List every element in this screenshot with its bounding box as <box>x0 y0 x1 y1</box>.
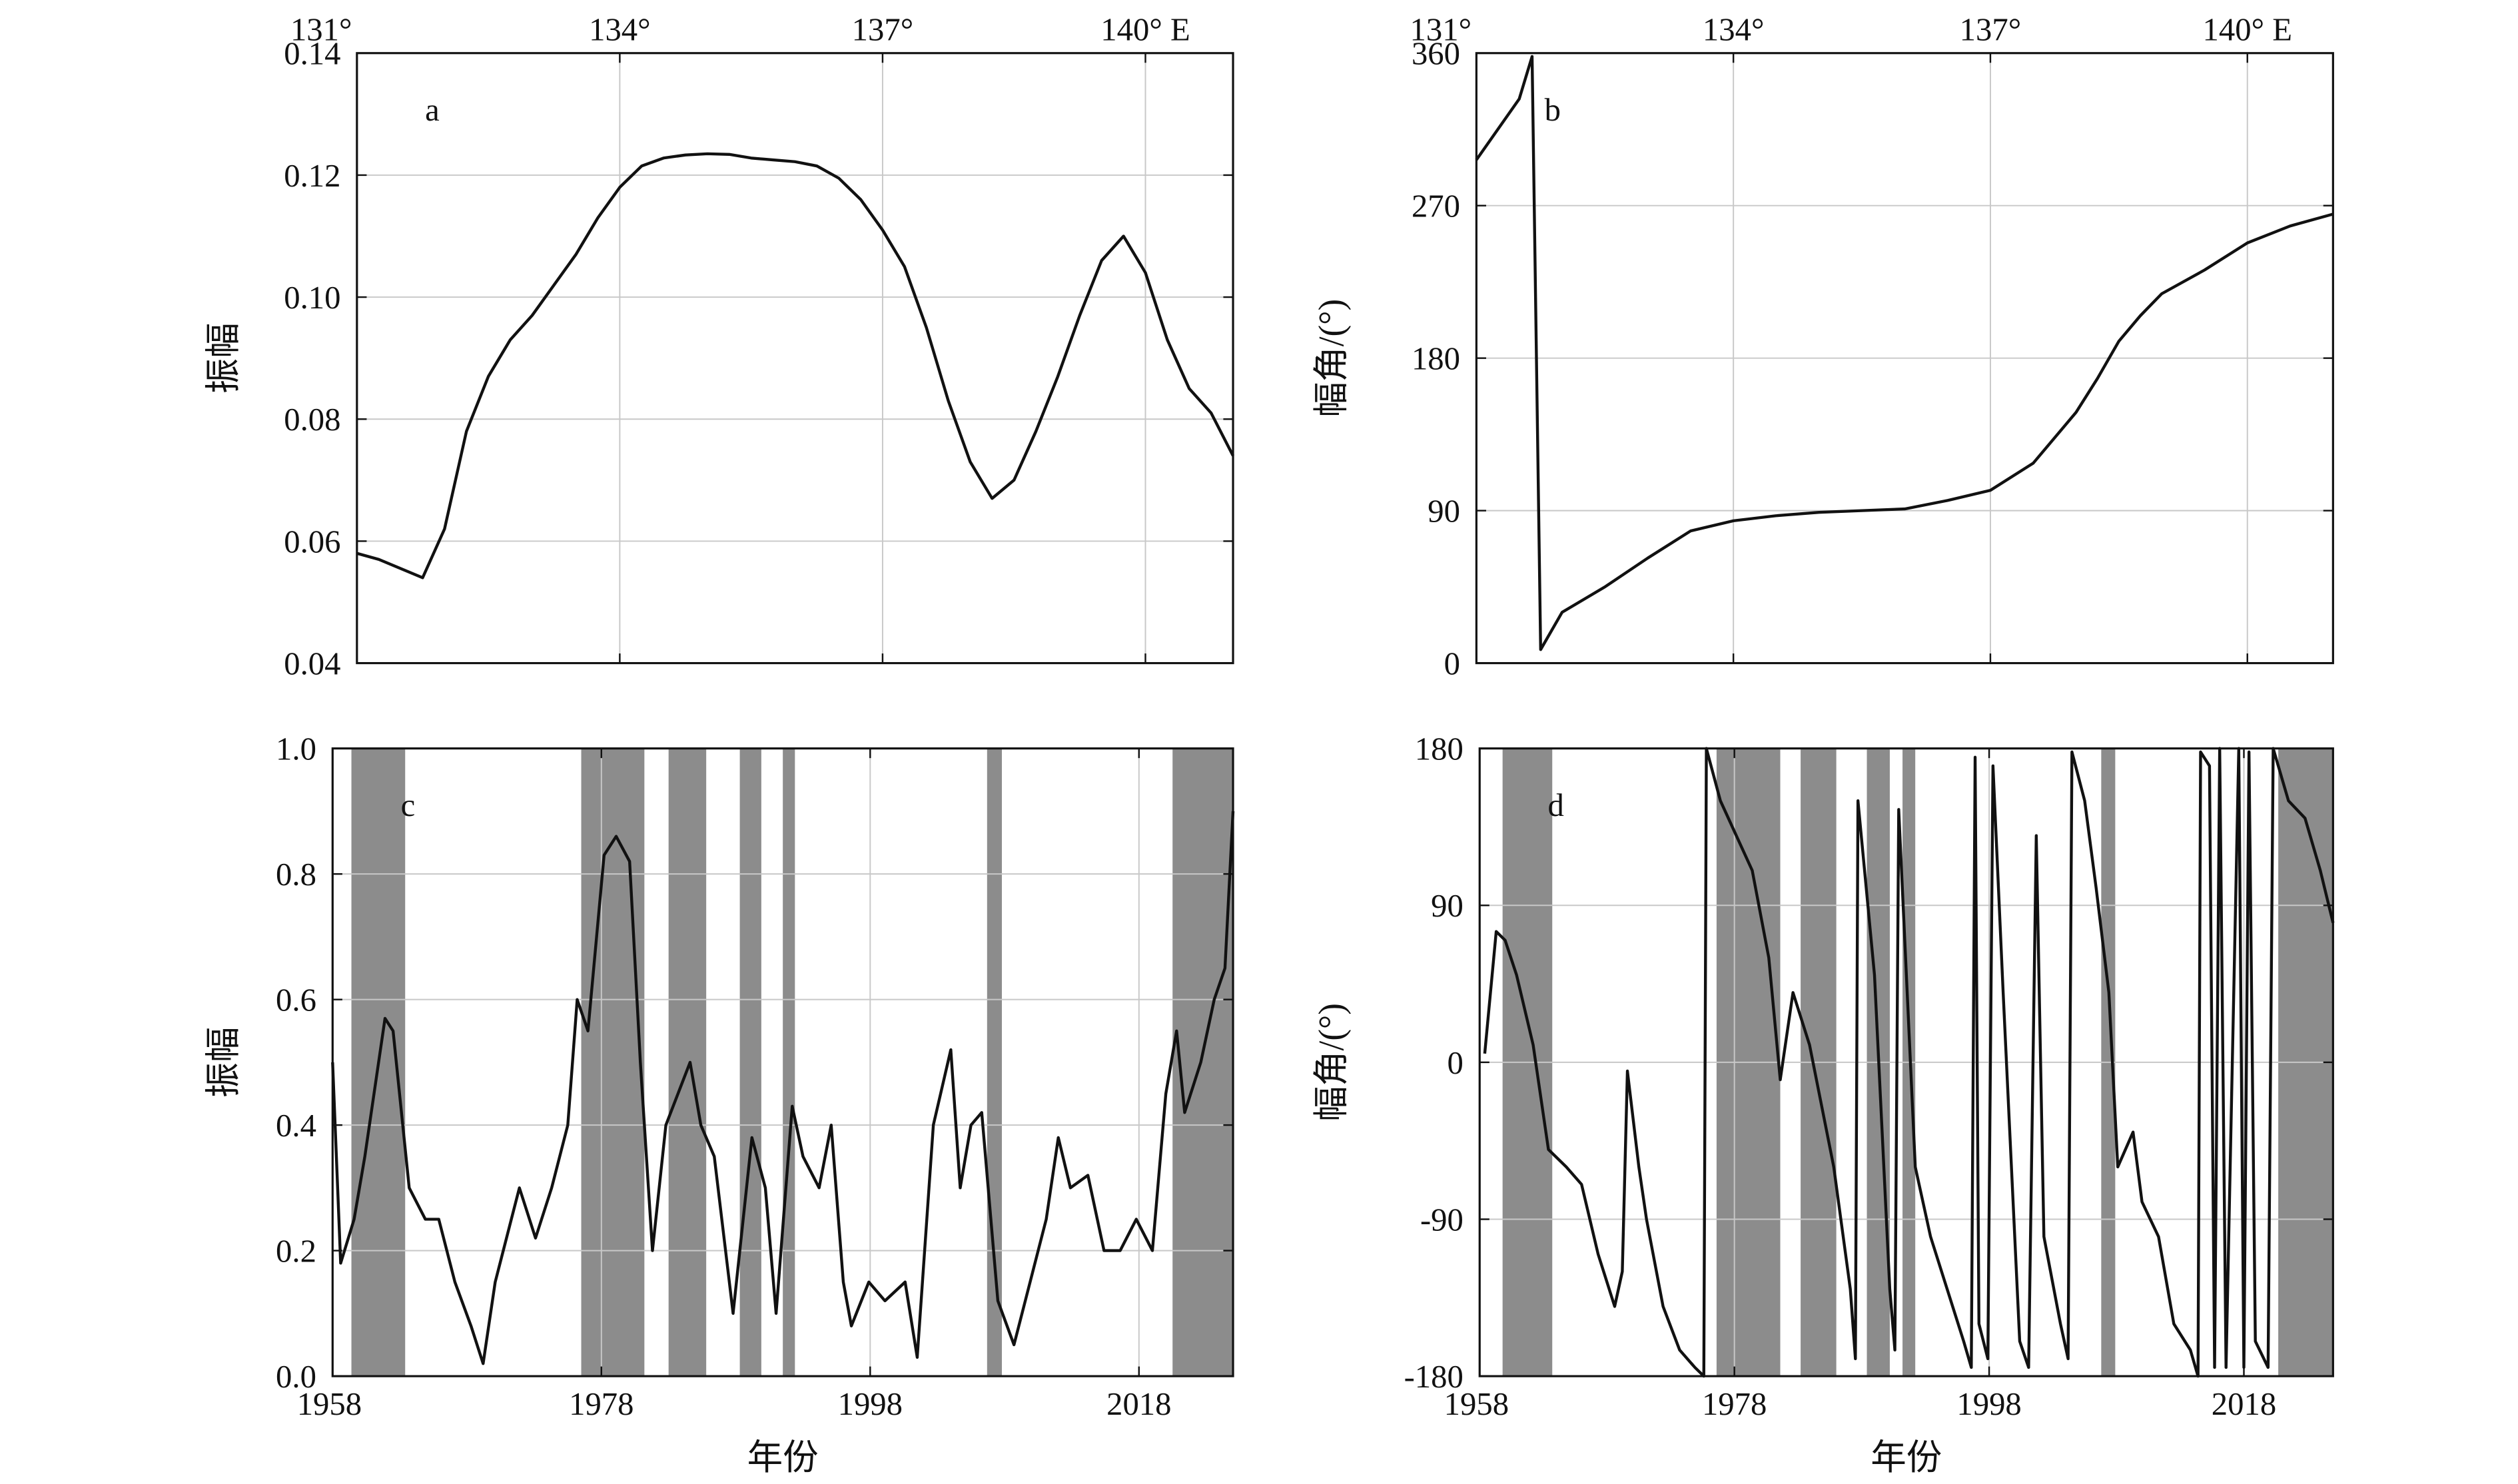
shaded-band <box>987 748 1003 1377</box>
y-tick-label: 0.4 <box>276 1108 316 1144</box>
x-tick-label: 1958 <box>297 1387 362 1422</box>
y-tick-label: 90 <box>1431 889 1464 924</box>
data-line <box>1483 747 2335 1378</box>
y-tick-label: 270 <box>1412 189 1460 224</box>
x-tick-label: 1978 <box>569 1387 633 1422</box>
y-tick-label: -180 <box>1404 1359 1464 1395</box>
y-axis-label: 振幅 <box>203 1027 243 1098</box>
x-tick-label: 131° <box>1410 13 1472 48</box>
y-tick-label: 0.8 <box>276 857 316 893</box>
plot-frame <box>1475 52 2334 665</box>
plot-frame <box>356 52 1234 665</box>
x-tick-label: 137° <box>1960 13 2022 48</box>
plot-frame <box>331 747 1234 1377</box>
y-tick-label: -90 <box>1420 1203 1464 1238</box>
y-tick-label: 360 <box>1412 37 1460 72</box>
y-tick-label: 180 <box>1412 342 1460 377</box>
shaded-band <box>581 748 645 1377</box>
y-axis-label: 幅角/(°) <box>1311 1003 1351 1122</box>
y-tick-label: 180 <box>1415 732 1464 767</box>
shaded-band <box>783 748 795 1377</box>
y-tick-label: 0.6 <box>276 983 316 1018</box>
x-tick-label: 1958 <box>1444 1387 1509 1422</box>
y-tick-label: 90 <box>1428 494 1460 530</box>
x-tick-label: 1998 <box>1956 1387 2021 1422</box>
shaded-band <box>1172 748 1234 1377</box>
shaded-band <box>739 748 761 1377</box>
data-line <box>1475 55 2333 651</box>
y-tick-label: 1.0 <box>276 732 316 767</box>
y-tick-label: 0.04 <box>284 647 340 682</box>
panel-label: d <box>1548 788 1564 823</box>
data-line <box>331 811 1235 1365</box>
x-tick-label: 2018 <box>1106 1387 1171 1422</box>
y-axis-label: 幅角/(°) <box>1311 299 1351 418</box>
x-tick-label: 1978 <box>1702 1387 1767 1422</box>
shaded-band <box>668 748 707 1377</box>
panel-label: c <box>401 788 416 823</box>
x-tick-label: 134° <box>1703 13 1765 48</box>
x-tick-label: 140° E <box>2203 13 2292 48</box>
y-tick-label: 0.06 <box>284 525 340 560</box>
x-tick-label: 131° <box>290 13 352 48</box>
x-tick-label: 2018 <box>2212 1387 2276 1422</box>
x-axis-label: 年份 <box>747 1437 819 1477</box>
panel-label: b <box>1545 93 1561 128</box>
x-tick-label: 1998 <box>838 1387 903 1422</box>
data-line <box>356 152 1234 579</box>
y-tick-label: 0.08 <box>284 402 340 438</box>
y-tick-label: 0.12 <box>284 159 340 194</box>
y-axis-label: 振幅 <box>203 323 243 394</box>
x-tick-label: 134° <box>589 13 651 48</box>
x-axis-label: 年份 <box>1871 1437 1942 1477</box>
x-tick-label: 140° E <box>1100 13 1190 48</box>
y-tick-label: 0.14 <box>284 37 340 72</box>
panel-label: a <box>425 93 440 128</box>
y-tick-label: 0.2 <box>276 1234 316 1270</box>
y-tick-label: 0 <box>1444 647 1460 682</box>
x-tick-label: 137° <box>852 13 914 48</box>
y-tick-label: 0.10 <box>284 280 340 316</box>
y-tick-label: 0 <box>1448 1046 1464 1081</box>
y-tick-label: 0.0 <box>276 1359 316 1395</box>
panel: -180 -90 0 90 180 1958 1978 1998 2018 d 幅角/(°) 年份 <box>1311 732 2335 1477</box>
plot-frame <box>1478 747 2334 1377</box>
